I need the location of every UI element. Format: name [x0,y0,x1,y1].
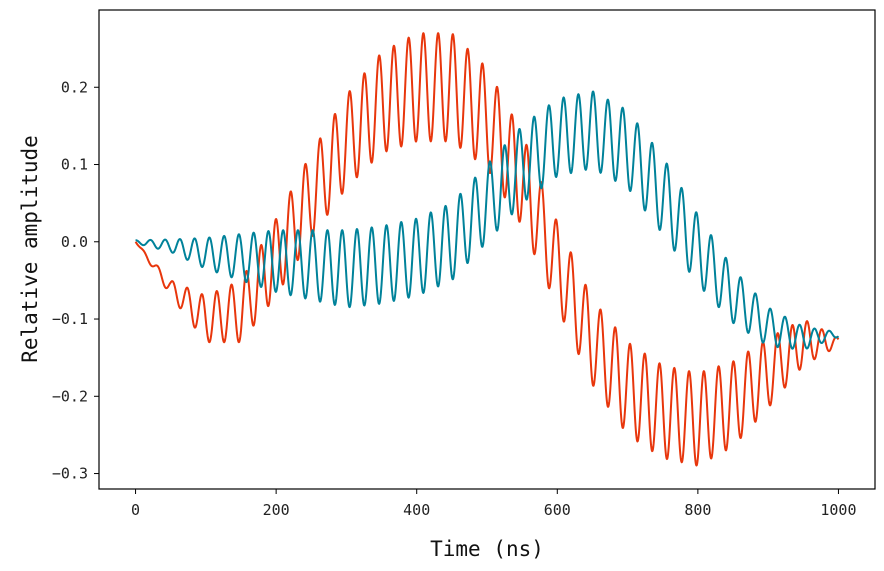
y-tick-label: 0.0 [61,233,88,251]
series-line-1 [134,32,840,467]
x-tick-label: 800 [684,501,711,519]
x-tick-label: 600 [544,501,571,519]
x-tick-label: 200 [263,501,290,519]
y-axis-title: Relative amplitude [18,135,42,363]
y-tick-label: 0.2 [61,78,88,96]
y-tick-label: −0.3 [52,465,88,483]
x-tick-label: 1000 [820,501,856,519]
x-tick-label: 0 [131,501,140,519]
x-tick-label: 400 [403,501,430,519]
x-axis-ticks: 0 200 400 600 800 1000 [131,489,857,519]
series-group [134,32,840,467]
y-tick-label: 0.1 [61,156,88,174]
y-axis-ticks: 0.2 0.1 0.0 −0.1 −0.2 −0.3 [52,78,99,483]
series-line-2 [134,90,840,350]
y-tick-label: −0.1 [52,310,88,328]
plot-frame [98,9,876,490]
x-axis-title: Time (ns) [430,537,544,561]
y-tick-label: −0.2 [52,387,88,405]
